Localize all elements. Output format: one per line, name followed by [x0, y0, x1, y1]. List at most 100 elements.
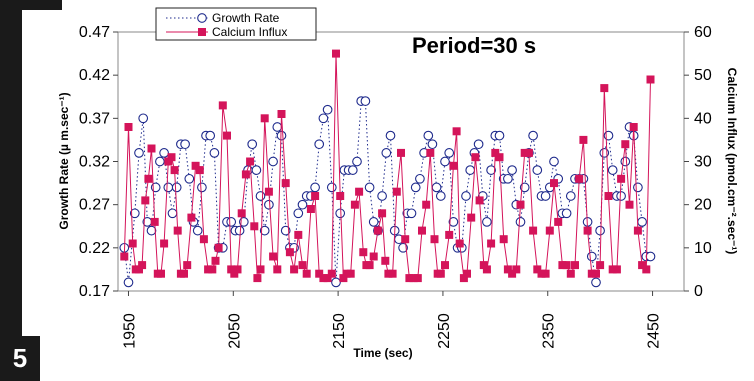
- calcium-influx-point: [369, 252, 378, 261]
- calcium-influx-point: [571, 261, 579, 270]
- calcium-influx-point: [208, 265, 217, 274]
- growth-rate-point: [398, 242, 408, 253]
- calcium-influx-point: [436, 269, 445, 278]
- legend-growth-marker: [197, 13, 207, 23]
- calcium-influx-point: [512, 265, 521, 274]
- calcium-influx-point: [147, 144, 156, 153]
- calcium-influx-line: [123, 53, 651, 280]
- calcium-influx-point: [365, 261, 374, 270]
- calcium-influx-point: [332, 49, 340, 58]
- growth-rate-point: [515, 217, 526, 227]
- calcium-influx-point: [315, 269, 324, 278]
- calcium-influx-point: [384, 269, 393, 278]
- calcium-influx-point: [642, 265, 651, 274]
- y2-tick-label: 0: [694, 283, 703, 300]
- calcium-influx-point: [479, 261, 488, 270]
- growth-rate-point: [415, 173, 425, 184]
- growth-rate-point: [381, 148, 392, 158]
- growth-rate-point: [486, 165, 496, 175]
- growth-rate-point: [192, 225, 203, 236]
- growth-rate-point: [595, 225, 605, 236]
- growth-rate-point: [435, 191, 446, 201]
- calcium-influx-point: [135, 265, 143, 274]
- growth-rate-point: [591, 277, 601, 288]
- top-dark-border: [0, 0, 62, 10]
- calcium-influx-point: [516, 200, 525, 209]
- calcium-influx-point: [459, 274, 468, 283]
- calcium-influx-point: [445, 230, 454, 239]
- growth-rate-point: [528, 130, 538, 141]
- y-tick-label: 0.22: [79, 240, 110, 257]
- calcium-influx-point: [558, 261, 567, 270]
- calcium-influx-point: [241, 170, 250, 179]
- growth-rate-point: [272, 122, 283, 132]
- growth-rate-point: [465, 165, 476, 175]
- calcium-influx-point: [227, 265, 236, 274]
- growth-rate-point: [297, 199, 308, 210]
- legend: Growth Rate Calcium Influx: [155, 7, 317, 41]
- y2-tick-label: 20: [694, 197, 712, 214]
- calcium-influx-point: [214, 243, 223, 252]
- calcium-influx-point: [336, 192, 345, 200]
- y-tick-label: 0.32: [79, 154, 110, 171]
- growth-rate-point: [123, 277, 134, 288]
- y2-tick-label: 60: [694, 24, 712, 41]
- x-tick-label: 2250: [436, 313, 453, 349]
- calcium-influx-point: [141, 196, 150, 205]
- calcium-influx-point: [426, 148, 435, 157]
- growth-rate-point: [385, 130, 396, 141]
- growth-rate-point: [448, 217, 459, 227]
- growth-rate-point: [155, 156, 165, 167]
- calcium-influx-point: [491, 148, 500, 157]
- calcium-influx-point: [455, 239, 464, 248]
- legend-calcium-marker: [198, 28, 206, 36]
- calcium-influx-point: [409, 274, 418, 283]
- calcium-influx-point: [499, 235, 508, 244]
- growth-rate-point: [444, 148, 455, 158]
- growth-rate-point: [326, 182, 337, 193]
- growth-rate-point: [310, 182, 320, 193]
- growth-rate-point: [276, 130, 287, 141]
- y2-tick-label: 50: [694, 67, 712, 84]
- y2-tick-label: 10: [694, 240, 712, 257]
- growth-rate-point: [335, 208, 346, 219]
- calcium-influx-point: [452, 127, 461, 136]
- growth-rate-point: [461, 191, 471, 201]
- x-tick-label: 2050: [226, 313, 243, 349]
- calcium-influx-point: [230, 269, 239, 278]
- x-tick-label: 2450: [646, 313, 663, 349]
- growth-rate-point: [565, 191, 576, 201]
- calcium-influx-point: [150, 217, 159, 226]
- calcium-influx-point: [195, 166, 204, 175]
- calcium-influx-point: [237, 209, 246, 218]
- growth-rate-point: [561, 208, 572, 219]
- growth-rate-point: [293, 208, 304, 219]
- calcium-influx-point: [204, 265, 213, 274]
- calcium-influx-point: [524, 148, 533, 157]
- calcium-influx-point: [638, 261, 647, 270]
- growth-rate-point: [205, 130, 216, 141]
- calcium-influx-point: [223, 131, 231, 140]
- calcium-influx-point: [167, 153, 176, 162]
- calcium-influx-point: [124, 123, 133, 131]
- calcium-influx-point: [346, 269, 355, 278]
- legend-box: [155, 7, 317, 41]
- calcium-influx-point: [144, 174, 153, 183]
- calcium-influx-point: [604, 192, 613, 200]
- calcium-influx-point: [381, 256, 390, 265]
- left-axis: 0.47 0.42 0.37 0.32 0.27 0.22 0.17: [79, 24, 118, 300]
- legend-calcium-label: Calcium Influx: [212, 25, 287, 39]
- calcium-influx-point: [545, 226, 554, 235]
- x-tick-label: 2150: [331, 313, 348, 349]
- calcium-influx-point: [218, 101, 227, 110]
- growth-rate-point: [146, 225, 157, 236]
- calcium-influx-point: [541, 269, 550, 278]
- period-annotation: Period=30 s: [412, 33, 537, 58]
- calcium-influx-point: [157, 269, 165, 278]
- growth-rate-point: [280, 225, 291, 236]
- calcium-influx-point: [495, 153, 504, 162]
- growth-rate-point: [637, 217, 647, 227]
- calcium-influx-point: [269, 252, 278, 261]
- calcium-influx-point: [256, 265, 265, 274]
- calcium-influx-point: [302, 269, 311, 278]
